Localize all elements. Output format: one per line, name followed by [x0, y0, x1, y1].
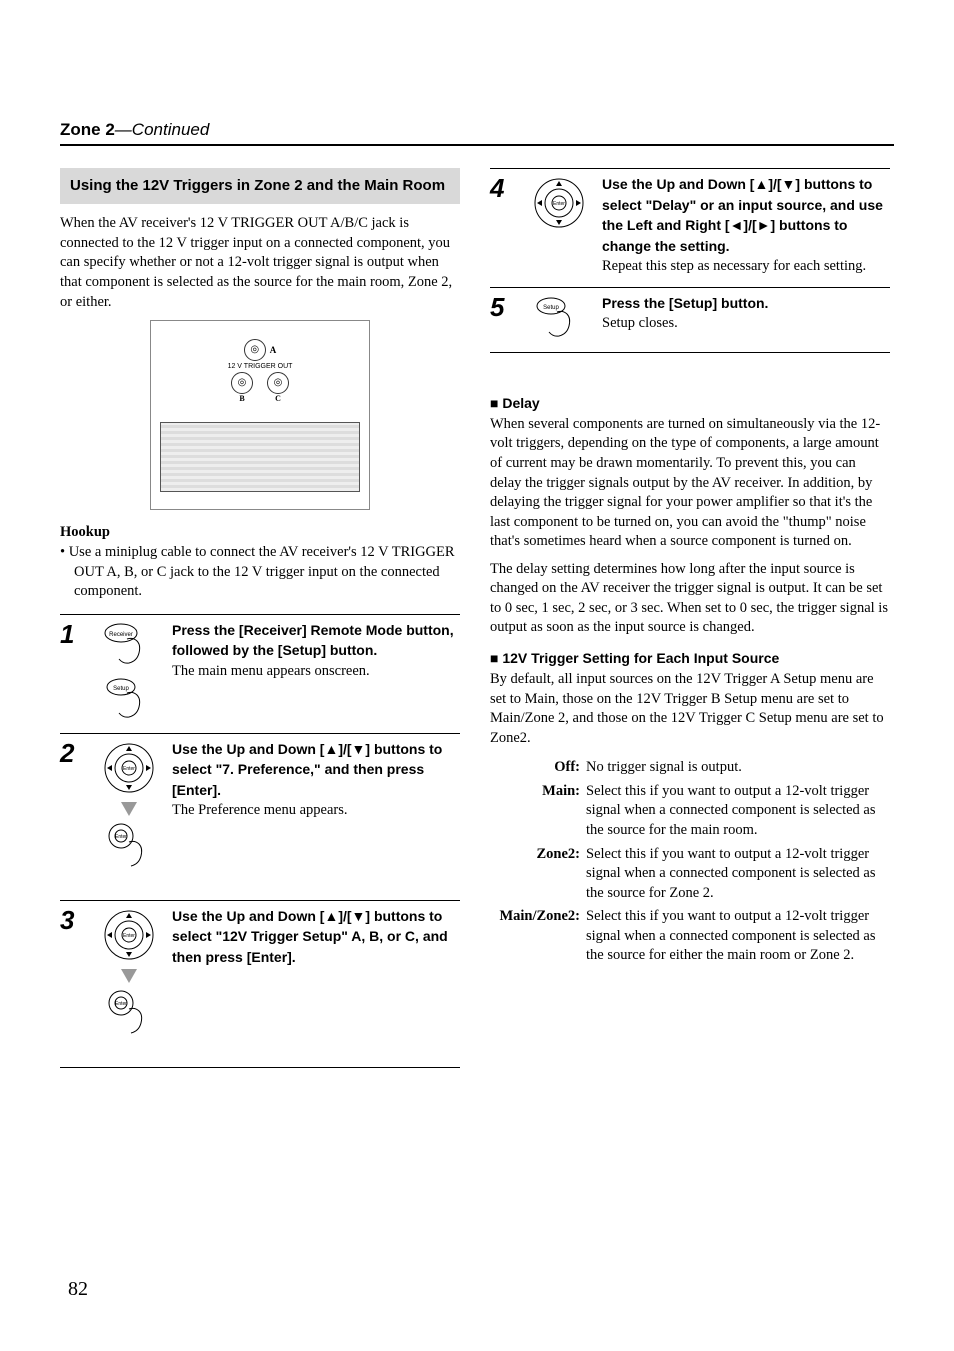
svg-text:Enter: Enter — [115, 1001, 127, 1007]
section-title: Zone 2 — [60, 120, 115, 139]
step-5-icon-group: Setup — [526, 294, 592, 342]
step-4: 4 Enter Use the Up and Down [▲]/[▼] butt… — [490, 168, 890, 287]
jack-a-label: A — [270, 345, 277, 355]
right-column: 4 Enter Use the Up and Down [▲]/[▼] butt… — [490, 168, 890, 1068]
svg-text:Enter: Enter — [123, 766, 135, 772]
option-text: Select this if you want to output a 12-v… — [586, 845, 890, 904]
jack-c-label: C — [275, 394, 281, 403]
step-3-icon-group: Enter Enter — [96, 907, 162, 1057]
trigger-setting-heading: 12V Trigger Setting for Each Input Sourc… — [490, 650, 890, 666]
step-1-number: 1 — [60, 621, 86, 647]
hookup-heading: Hookup — [60, 524, 460, 541]
section-suffix: —Continued — [115, 120, 210, 139]
left-arrow-icon: ◄ — [730, 217, 744, 233]
options-table: Off: No trigger signal is output. Main: … — [490, 758, 890, 966]
step-3-bold: Use the Up and Down [▲]/[▼] buttons to s… — [172, 908, 448, 965]
step-3-number: 3 — [60, 907, 86, 933]
option-text: Select this if you want to output a 12-v… — [586, 907, 890, 966]
step-2-icon-group: Enter Enter — [96, 740, 162, 890]
section-header: Zone 2—Continued — [60, 120, 894, 140]
setup-button-press-icon: Setup — [531, 294, 587, 342]
down-arrow-glyph-icon: ▼ — [352, 741, 366, 757]
jack-b-label: B — [239, 394, 244, 403]
step-5: 5 Setup Press the [Setup] button. Setup … — [490, 287, 890, 353]
option-text: Select this if you want to output a 12-v… — [586, 782, 890, 841]
step-3: 3 Enter Enter — [60, 900, 460, 1068]
svg-text:Enter: Enter — [123, 933, 135, 939]
enter-button-press-icon: Enter — [101, 989, 157, 1037]
delay-para-1: When several components are turned on si… — [490, 415, 890, 552]
hookup-bullet: Use a miniplug cable to connect the AV r… — [60, 543, 460, 602]
option-label: Main/Zone2: — [490, 907, 586, 966]
down-arrow-glyph-icon: ▼ — [352, 908, 366, 924]
delay-heading: Delay — [490, 395, 890, 411]
step-5-bold: Press the [Setup] button. — [602, 295, 768, 311]
step-4-text: Use the Up and Down [▲]/[▼] buttons to s… — [602, 175, 890, 277]
option-label: Zone2: — [490, 845, 586, 904]
receiver-button-press-icon: Receiver — [101, 621, 157, 669]
option-row: Zone2: Select this if you want to output… — [490, 845, 890, 904]
up-arrow-icon: ▲ — [754, 176, 768, 192]
step-2-text: Use the Up and Down [▲]/[▼] buttons to s… — [172, 740, 460, 821]
enter-button-press-icon: Enter — [101, 822, 157, 870]
option-row: Main/Zone2: Select this if you want to o… — [490, 907, 890, 966]
option-label: Main: — [490, 782, 586, 841]
down-arrow-glyph-icon: ▼ — [782, 176, 796, 192]
step-2: 2 Enter Enter — [60, 733, 460, 900]
step-2-bold: Use the Up and Down [▲]/[▼] buttons to s… — [172, 741, 442, 798]
intro-paragraph: When the AV receiver's 12 V TRIGGER OUT … — [60, 214, 460, 312]
delay-para-2: The delay setting determines how long af… — [490, 560, 890, 638]
step-5-number: 5 — [490, 294, 516, 320]
jack-c-icon: ◎ — [267, 372, 289, 394]
page-number: 82 — [68, 1278, 88, 1301]
option-label: Off: — [490, 758, 586, 778]
dpad-icon: Enter — [101, 740, 157, 796]
header-rule — [60, 144, 894, 146]
step-1: 1 Receiver Setup Press the [Receiver] Re… — [60, 614, 460, 733]
jack-b-icon: ◎ — [231, 372, 253, 394]
step-4-plain: Repeat this step as necessary for each s… — [602, 258, 866, 274]
jack-a-icon: ◎ — [244, 339, 266, 361]
step-5-plain: Setup closes. — [602, 315, 678, 331]
hookup-list: Use a miniplug cable to connect the AV r… — [60, 543, 460, 602]
dpad-icon: Enter — [101, 907, 157, 963]
step-1-text: Press the [Receiver] Remote Mode button,… — [172, 621, 460, 682]
right-arrow-icon: ► — [757, 217, 771, 233]
svg-text:Enter: Enter — [553, 201, 565, 207]
step-3-text: Use the Up and Down [▲]/[▼] buttons to s… — [172, 907, 460, 969]
dpad-icon: Enter — [531, 175, 587, 231]
svg-text:Receiver: Receiver — [109, 632, 133, 638]
up-arrow-icon: ▲ — [324, 908, 338, 924]
up-arrow-icon: ▲ — [324, 741, 338, 757]
svg-text:Setup: Setup — [113, 686, 129, 692]
step-4-icon-group: Enter — [526, 175, 592, 231]
step-1-icon-group: Receiver Setup — [96, 621, 162, 723]
down-arrow-icon — [121, 969, 137, 983]
step-4-bold: Use the Up and Down [▲]/[▼] buttons to s… — [602, 176, 883, 254]
step-1-plain: The main menu appears onscreen. — [172, 663, 370, 679]
setup-button-press-icon: Setup — [101, 675, 157, 723]
left-column: Using the 12V Triggers in Zone 2 and the… — [60, 168, 460, 1068]
svg-text:Enter: Enter — [115, 834, 127, 840]
trigger-diagram: ◎ A 12 V TRIGGER OUT ◎ B ◎ C — [150, 320, 370, 510]
down-arrow-icon — [121, 802, 137, 816]
option-row: Main: Select this if you want to output … — [490, 782, 890, 841]
trigger-out-label: 12 V TRIGGER OUT — [228, 363, 293, 370]
option-row: Off: No trigger signal is output. — [490, 758, 890, 778]
trigger-setting-intro: By default, all input sources on the 12V… — [490, 670, 890, 748]
topic-heading-box: Using the 12V Triggers in Zone 2 and the… — [60, 168, 460, 204]
step-5-text: Press the [Setup] button. Setup closes. — [602, 294, 890, 334]
step-4-number: 4 — [490, 175, 516, 201]
step-2-number: 2 — [60, 740, 86, 766]
svg-text:Setup: Setup — [543, 305, 559, 311]
option-text: No trigger signal is output. — [586, 758, 890, 778]
step-1-bold: Press the [Receiver] Remote Mode button,… — [172, 622, 454, 659]
step-2-plain: The Preference menu appears. — [172, 802, 348, 818]
receiver-rear-panel-icon — [160, 422, 360, 492]
